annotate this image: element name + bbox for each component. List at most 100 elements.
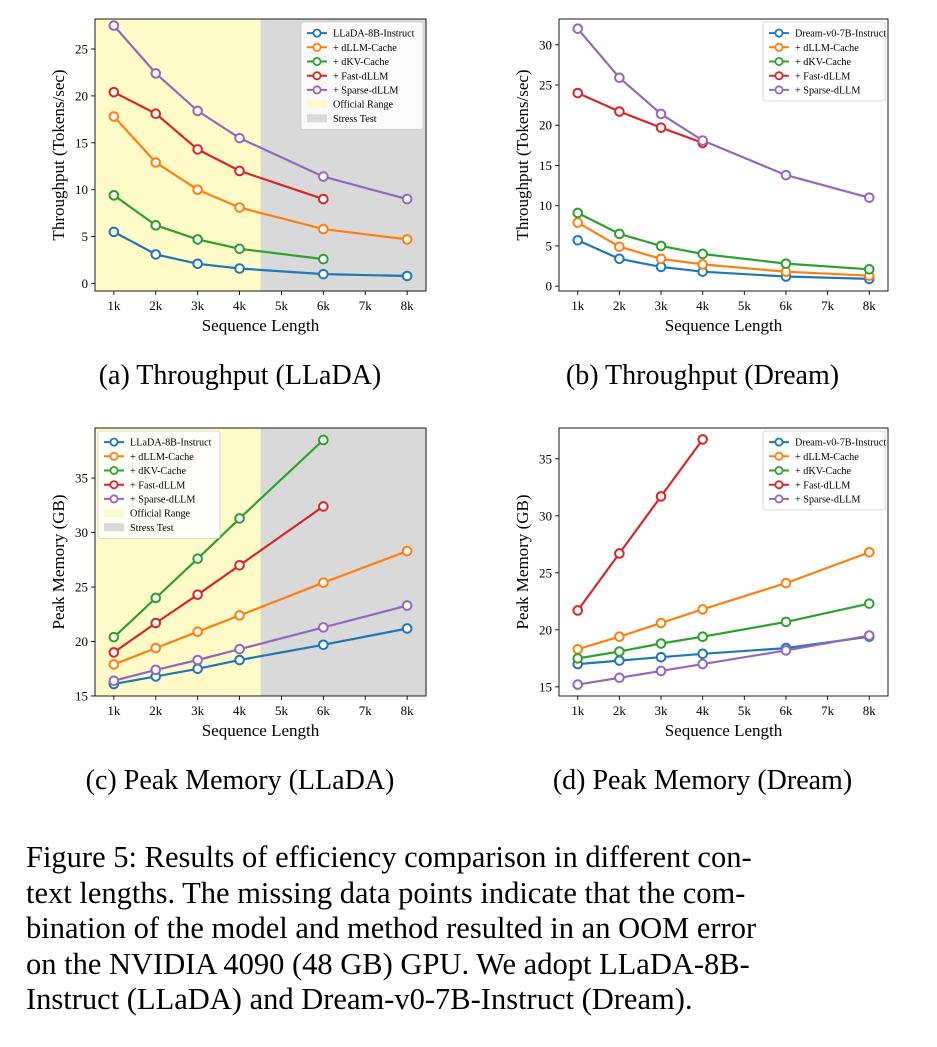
x-tick-label: 5k (738, 298, 752, 313)
data-point (234, 263, 245, 274)
x-tick-label: 7k (359, 703, 373, 718)
shaded-region (95, 19, 261, 291)
series-line (577, 634, 870, 686)
data-point (234, 559, 245, 571)
data-point (192, 234, 203, 245)
data-point (150, 108, 162, 120)
y-tick-label: 30 (539, 37, 552, 52)
y-tick-label: 15 (75, 689, 88, 704)
y-tick-label: 35 (75, 471, 88, 486)
x-tick-label: 4k (233, 298, 247, 313)
chart-panel-b: 1k 2k 3k 4k 5k 6k 7k 8k 0 5 10 15 20 25 30 Sequence Len… (468, 0, 937, 345)
data-point (655, 253, 667, 265)
x-tick-label: 8k (401, 703, 415, 718)
data-point (192, 144, 203, 155)
plot-frame (94, 427, 427, 697)
data-point (108, 647, 120, 658)
series-line (113, 604, 408, 682)
data-point (318, 171, 329, 182)
data-point (780, 616, 792, 628)
data-point (108, 226, 120, 238)
series-line (577, 221, 870, 277)
data-point (318, 639, 329, 651)
data-point (318, 268, 329, 280)
x-tick-label: 6k (779, 298, 793, 313)
data-point (614, 72, 625, 84)
x-tick-label: 2k (613, 703, 627, 718)
x-tick-label: 2k (149, 298, 163, 313)
y-tick-label: 30 (539, 508, 552, 523)
data-point (572, 217, 584, 228)
data-point (318, 193, 329, 205)
y-tick-label: 15 (539, 158, 552, 173)
data-point (192, 663, 203, 675)
data-point (697, 248, 708, 260)
data-point (150, 592, 162, 604)
data-point (234, 513, 245, 524)
data-point (572, 207, 584, 219)
data-point (697, 434, 708, 445)
x-tick-label: 3k (191, 298, 205, 313)
data-point (108, 111, 120, 122)
data-point (780, 258, 792, 269)
data-point (780, 577, 792, 589)
y-tick-label: 20 (75, 88, 88, 103)
x-tick-label: 1k (571, 703, 585, 718)
data-point (863, 547, 875, 558)
data-point (655, 240, 667, 252)
legend-marker (774, 85, 784, 95)
data-point (572, 23, 584, 34)
data-point (655, 638, 667, 649)
series-line (577, 551, 870, 651)
data-point (863, 263, 875, 275)
y-tick-label: 0 (546, 279, 553, 294)
x-tick-label: 1k (107, 703, 121, 718)
legend-label: + dLLM-Cache (333, 43, 397, 54)
legend-label: + dLLM-Cache (130, 452, 194, 463)
x-axis-label: Sequence Length (202, 721, 320, 740)
data-point (234, 654, 245, 666)
y-tick-label: 30 (75, 525, 88, 540)
data-point (234, 202, 245, 213)
data-point (780, 169, 792, 181)
legend-marker (109, 494, 119, 504)
data-point (572, 87, 584, 99)
x-tick-label: 4k (696, 703, 710, 718)
data-point (192, 258, 203, 270)
data-point (318, 434, 329, 446)
x-tick-label: 6k (317, 298, 331, 313)
y-tick-label: 5 (546, 238, 553, 253)
x-tick-label: 4k (233, 703, 247, 718)
series-line (577, 91, 704, 144)
data-point (863, 192, 875, 203)
legend-label: Official Range (333, 100, 394, 111)
legend-label: + Fast-dLLM (795, 480, 850, 491)
y-tick-label: 35 (539, 451, 552, 466)
legend-marker (109, 480, 119, 490)
legend-label: + Sparse-dLLM (130, 495, 195, 506)
legend-marker (774, 28, 784, 38)
series-line (113, 230, 408, 278)
legend-label: + Sparse-dLLM (795, 86, 860, 97)
legend-label: + Fast-dLLM (795, 71, 850, 82)
data-point (863, 598, 875, 609)
chart-b-svg: 1k 2k 3k 4k 5k 6k 7k 8k 0 5 10 15 20 25 30 Sequence Len… (513, 18, 889, 335)
series-line (577, 635, 870, 666)
shaded-region (260, 428, 426, 696)
data-point (614, 646, 625, 657)
x-tick-label: 1k (571, 298, 585, 313)
x-tick-label: 2k (613, 298, 627, 313)
data-point (572, 605, 584, 616)
data-point (572, 643, 584, 655)
y-tick-label: 20 (539, 118, 552, 133)
subcaption-b: (b) Throughput (Dream) (565, 360, 840, 391)
legend-marker (312, 85, 322, 95)
y-tick-label: 0 (82, 276, 89, 291)
data-point (192, 553, 203, 565)
y-tick-label: 25 (75, 580, 88, 595)
legend-box (300, 21, 424, 130)
legend-label: Stress Test (130, 523, 174, 534)
legend-marker (774, 494, 784, 504)
legend-patch (307, 114, 327, 123)
caption-line: text lengths. The missing data points in… (26, 875, 746, 910)
